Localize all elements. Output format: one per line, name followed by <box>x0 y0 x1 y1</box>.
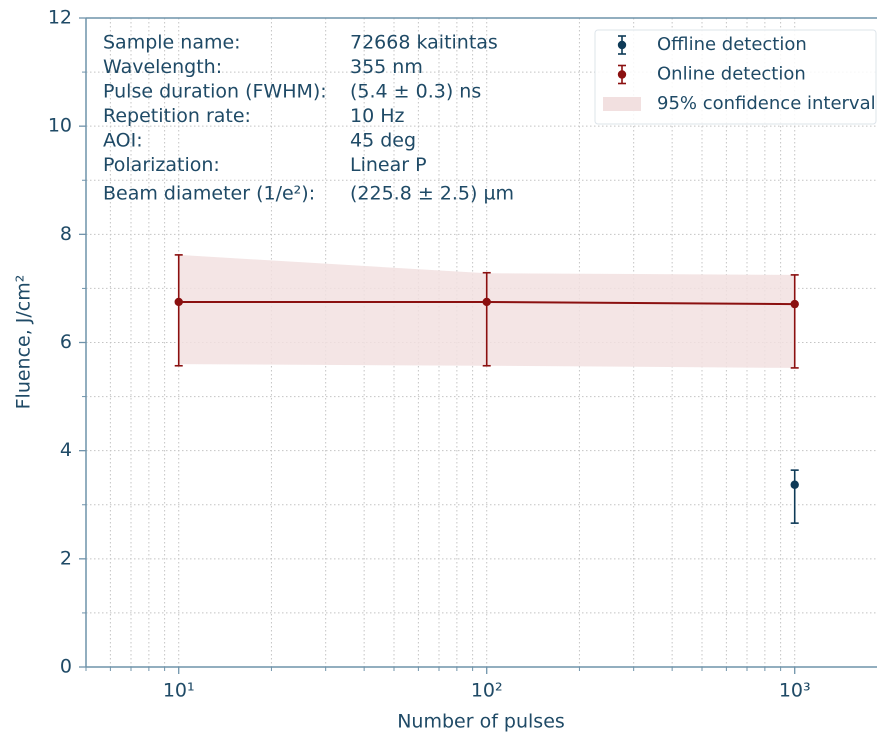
legend-label: Offline detection <box>657 34 807 55</box>
data-point <box>790 480 799 489</box>
info-value: (5.4 ± 0.3) ns <box>350 81 481 103</box>
x-tick-label: 10³ <box>779 680 811 702</box>
info-label: Polarization: <box>103 154 220 176</box>
data-point <box>790 299 799 309</box>
info-value: (225.8 ± 2.5) µm <box>350 183 514 205</box>
y-tick-label: 10 <box>48 115 72 137</box>
info-value: 45 deg <box>350 130 416 152</box>
info-label: Beam diameter (1/e²): <box>103 183 315 205</box>
info-label: Repetition rate: <box>103 105 251 127</box>
y-tick-label: 8 <box>60 223 72 245</box>
x-axis-label: Number of pulses <box>397 711 565 733</box>
y-tick-label: 6 <box>60 331 72 353</box>
info-label: AOI: <box>103 130 143 152</box>
y-tick-label: 12 <box>48 7 72 29</box>
data-point <box>482 297 491 307</box>
y-axis-label: Fluence, J/cm² <box>13 275 35 410</box>
info-label: Sample name: <box>103 32 241 54</box>
legend: Offline detection Online detection 95% con… <box>594 29 877 125</box>
info-value: 10 Hz <box>350 105 405 127</box>
info-value: 72668 kaitintas <box>350 32 498 54</box>
x-tick-label: 10² <box>471 680 503 702</box>
legend-swatch <box>603 97 641 111</box>
info-block: Sample name: 72668 kaitintas Wavelength: 35… <box>103 32 514 205</box>
legend-frame <box>594 29 877 125</box>
y-tick-label: 0 <box>60 656 72 678</box>
legend-label: 95% confidence interval <box>657 93 876 114</box>
x-tick-label: 10¹ <box>163 680 195 702</box>
legend-marker <box>617 40 627 50</box>
info-value: 355 nm <box>350 56 423 78</box>
info-value: Linear P <box>350 154 427 176</box>
info-label: Pulse duration (FWHM): <box>103 81 327 103</box>
info-label: Wavelength: <box>103 56 222 78</box>
y-tick-label: 4 <box>60 439 72 461</box>
data-point <box>174 297 183 307</box>
y-tick-label: 2 <box>60 547 72 569</box>
legend-label: Online detection <box>657 64 806 85</box>
legend-marker <box>617 70 627 79</box>
